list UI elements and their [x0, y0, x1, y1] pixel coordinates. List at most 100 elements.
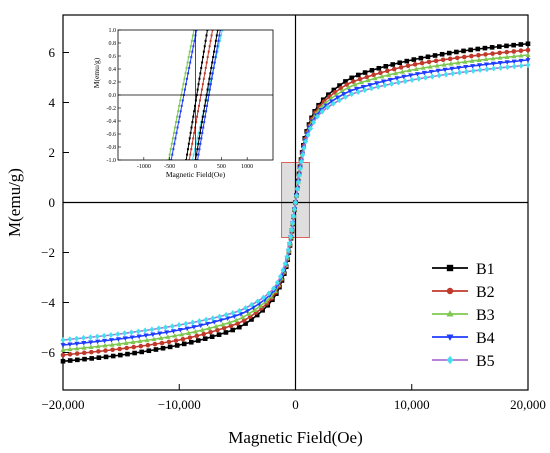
data-point: [289, 226, 295, 233]
inset-data-point: [200, 137, 203, 140]
data-point: [469, 53, 474, 59]
data-point: [74, 335, 80, 342]
data-point: [362, 87, 368, 94]
inset-data-point: [202, 77, 205, 80]
data-point: [504, 54, 510, 59]
data-point: [372, 75, 378, 81]
inset-data-point: [198, 148, 201, 151]
data-point: [482, 45, 488, 51]
inset-data-point: [170, 159, 173, 160]
inset-data-point: [208, 77, 211, 80]
inset-data-point: [189, 45, 192, 48]
legend-marker: [446, 334, 454, 341]
inset-data-point: [184, 72, 187, 75]
data-point: [394, 76, 400, 81]
inset-data-point: [175, 131, 178, 134]
data-point: [170, 329, 177, 334]
inset-data-point: [215, 50, 218, 53]
data-point: [263, 298, 269, 304]
inset-data-point: [178, 115, 181, 118]
data-point: [489, 45, 495, 50]
inset-y-tick-label: -1.0: [107, 158, 117, 164]
data-point: [476, 52, 481, 58]
inset-data-point: [200, 66, 203, 69]
data-point: [368, 85, 375, 92]
inset-data-point: [206, 99, 209, 102]
data-point: [376, 65, 382, 71]
data-point: [498, 64, 504, 71]
data-point: [352, 81, 358, 87]
data-point: [146, 348, 152, 354]
data-point: [401, 74, 407, 80]
legend-item-b1: B1: [432, 261, 495, 278]
data-point: [362, 70, 368, 75]
y-tick-label: −6: [41, 345, 55, 360]
data-point: [347, 89, 353, 94]
data-point: [280, 267, 286, 274]
data-point: [379, 73, 385, 79]
inset-data-point: [190, 126, 193, 129]
data-point: [427, 64, 433, 69]
data-point: [511, 53, 517, 59]
data-point: [504, 64, 510, 71]
data-point: [117, 346, 122, 352]
data-point: [358, 79, 365, 85]
data-point: [386, 72, 392, 77]
inset-data-point: [217, 39, 220, 42]
data-point: [420, 65, 426, 70]
data-point: [115, 337, 121, 342]
data-point: [143, 333, 149, 339]
data-point: [206, 325, 212, 331]
data-point: [446, 50, 452, 56]
inset-data-point: [189, 153, 192, 156]
inset-data-point: [198, 126, 201, 129]
inset-y-tick-label: 0.4: [109, 67, 117, 73]
inset-data-point: [172, 148, 175, 151]
data-point: [142, 327, 148, 334]
data-point: [382, 82, 388, 89]
data-point: [297, 165, 303, 172]
inset-data-point: [213, 61, 216, 64]
data-point: [67, 358, 73, 363]
data-point: [74, 345, 80, 351]
data-point: [60, 352, 66, 358]
data-point: [305, 131, 311, 138]
data-point: [293, 192, 299, 199]
inset-data-point: [210, 34, 213, 37]
data-point: [454, 49, 459, 55]
data-point: [439, 51, 445, 57]
inset-x-tick-label: -1000: [137, 164, 151, 170]
data-point: [432, 53, 438, 58]
inset-data-point: [209, 72, 212, 75]
data-point: [518, 52, 524, 58]
data-point: [355, 72, 361, 78]
data-point: [88, 340, 94, 345]
inset-data-point: [168, 153, 171, 156]
data-point: [165, 334, 171, 339]
inset-data-point: [204, 99, 207, 102]
inset-data-point: [191, 34, 194, 37]
inset-data-point: [201, 115, 204, 118]
data-point: [162, 324, 169, 331]
inset-data-point: [186, 61, 189, 64]
inset-data-point: [186, 77, 189, 80]
data-point: [311, 119, 317, 126]
inset-data-point: [193, 131, 196, 134]
data-point: [518, 42, 524, 47]
inset-data-point: [186, 148, 189, 151]
data-point: [233, 317, 239, 323]
data-point: [145, 342, 151, 348]
data-point: [195, 338, 201, 343]
data-point: [341, 92, 347, 97]
data-point: [342, 93, 348, 100]
data-point: [266, 290, 272, 297]
data-point: [398, 65, 404, 70]
inset-data-point: [193, 148, 196, 151]
inset-data-point: [214, 39, 217, 42]
data-point: [211, 320, 217, 325]
inset-data-point: [196, 88, 199, 91]
data-point: [511, 49, 517, 54]
data-point: [81, 334, 87, 341]
data-point: [187, 335, 193, 340]
data-point: [199, 327, 205, 332]
